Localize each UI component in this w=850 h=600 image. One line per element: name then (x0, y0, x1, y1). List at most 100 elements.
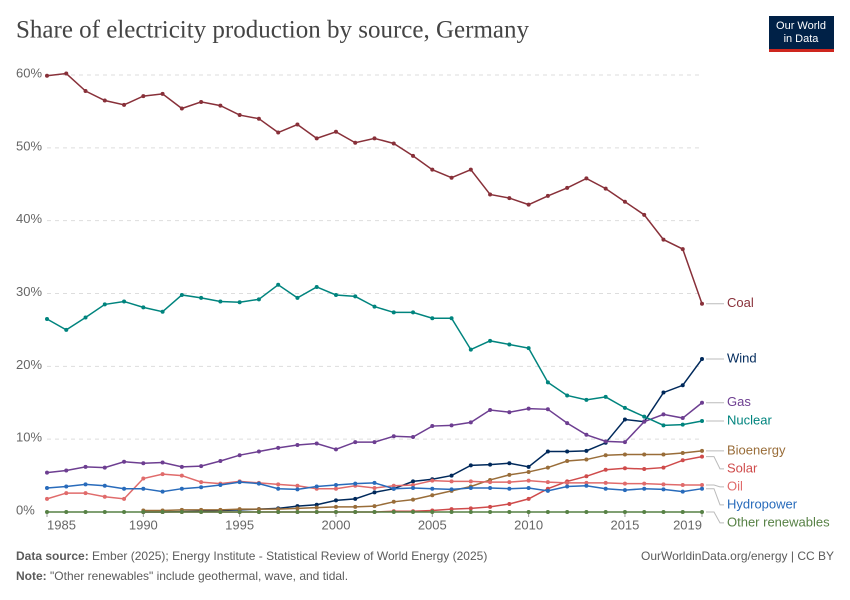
legend-label: Other renewables (727, 514, 830, 529)
point (218, 299, 223, 304)
point (295, 122, 300, 127)
point (160, 489, 165, 494)
point (545, 407, 550, 412)
point (314, 502, 319, 507)
legend-label: Oil (727, 478, 743, 493)
point (661, 452, 666, 457)
point (314, 136, 319, 141)
point (584, 176, 589, 181)
note: Note: "Other renewables" include geother… (16, 569, 348, 583)
point (411, 485, 416, 490)
point (276, 445, 281, 450)
point (353, 481, 358, 486)
point (256, 507, 261, 512)
credit: OurWorldinData.org/energy | CC BY (641, 549, 834, 563)
point (622, 488, 627, 493)
point (468, 420, 473, 425)
point (661, 237, 666, 242)
point (565, 484, 570, 489)
legend-label: Wind (727, 350, 757, 365)
point (700, 454, 704, 459)
point (353, 496, 358, 501)
point (700, 400, 704, 405)
point (45, 73, 49, 78)
point (661, 423, 666, 428)
point (545, 465, 550, 470)
point (237, 300, 242, 305)
point (680, 510, 685, 514)
point (256, 297, 261, 302)
point (64, 491, 69, 496)
point (565, 393, 570, 398)
point (565, 421, 570, 426)
legend-label: Solar (727, 460, 758, 475)
point (545, 449, 550, 454)
point (160, 510, 165, 514)
point (256, 510, 261, 514)
point (333, 498, 338, 503)
point (488, 485, 493, 490)
point (179, 464, 184, 469)
point (545, 510, 550, 514)
point (449, 479, 454, 484)
point (526, 469, 531, 474)
point (372, 440, 377, 445)
logo-bar (769, 49, 834, 52)
point (372, 490, 377, 495)
point (333, 504, 338, 509)
point (430, 316, 435, 321)
point (372, 136, 377, 141)
point (45, 510, 49, 514)
point (526, 510, 531, 514)
chart-title: Share of electricity production by sourc… (16, 17, 530, 44)
point (372, 304, 377, 309)
point (603, 467, 608, 472)
point (661, 482, 666, 487)
point (468, 506, 473, 511)
logo (769, 16, 834, 52)
legend-label: Coal (727, 295, 754, 310)
point (526, 478, 531, 483)
point (314, 484, 319, 489)
point (256, 449, 261, 454)
point (411, 310, 416, 315)
point (642, 510, 647, 514)
point (661, 390, 666, 395)
point (141, 510, 146, 514)
point (603, 186, 608, 191)
point (160, 472, 165, 477)
y-tick-label: 10% (16, 430, 42, 445)
legend-label: Bioenergy (727, 442, 786, 457)
point (507, 480, 512, 485)
point (700, 486, 704, 491)
point (256, 116, 261, 121)
point (680, 247, 685, 252)
point (218, 510, 223, 514)
point (622, 452, 627, 457)
point (391, 310, 396, 315)
x-tick-label: 2010 (514, 517, 543, 532)
point (622, 440, 627, 445)
x-tick-label: 1985 (47, 517, 76, 532)
point (468, 479, 473, 484)
point (391, 486, 396, 491)
point (199, 464, 204, 469)
point (295, 295, 300, 300)
point (353, 510, 358, 514)
point (199, 99, 204, 104)
point (391, 510, 396, 514)
point (122, 496, 127, 501)
point (45, 496, 49, 501)
line (46, 402, 703, 474)
point (411, 479, 416, 484)
point (218, 459, 223, 464)
point (430, 510, 435, 514)
point (488, 408, 493, 413)
point (237, 510, 242, 514)
x-tick-label: 2005 (418, 517, 447, 532)
point (565, 510, 570, 514)
point (141, 461, 146, 466)
source-text: Ember (2025); Energy Institute - Statist… (92, 549, 487, 563)
point (237, 507, 242, 512)
point (141, 94, 146, 99)
